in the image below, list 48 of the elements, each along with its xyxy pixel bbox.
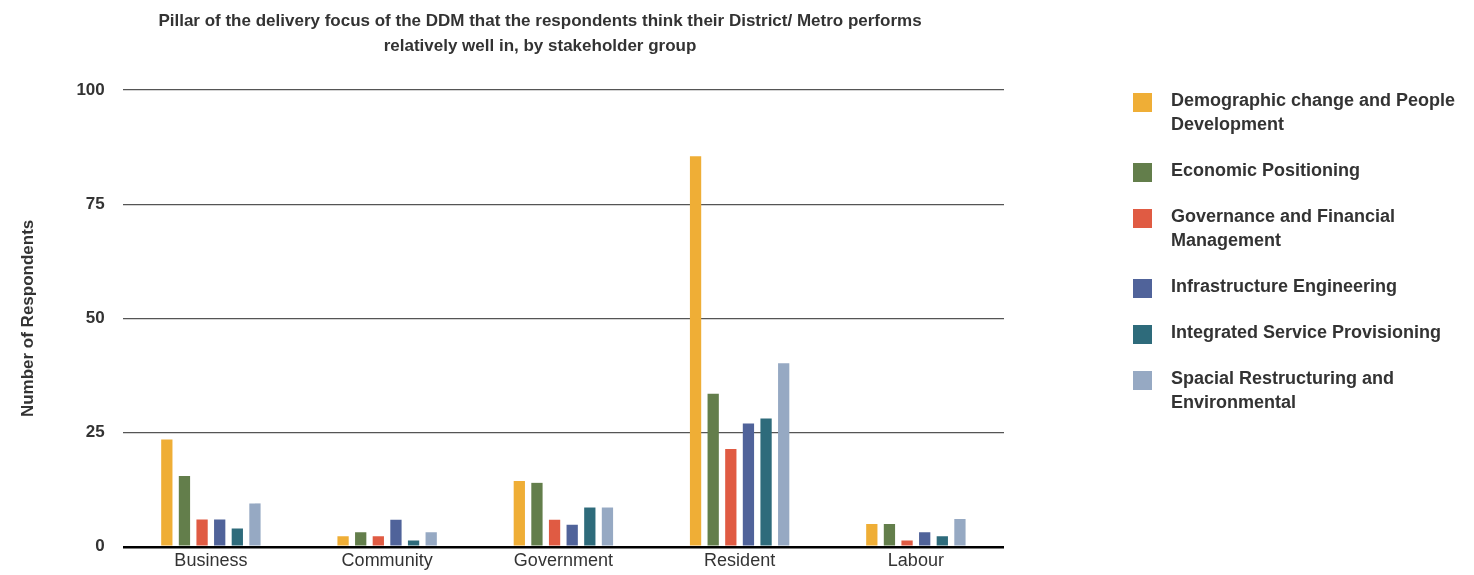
x-tick-label: Resident [704,549,776,570]
y-tick-label: 75 [85,193,105,213]
bar [355,532,367,546]
bar [883,523,896,546]
bar [919,532,931,546]
y-tick-label: 100 [76,79,105,99]
bar [584,507,596,546]
bar [707,393,719,546]
bar [531,482,543,546]
bar [689,156,702,546]
bar [936,536,948,546]
chart-title: Pillar of the delivery focus of the DDM that the respondents think their District/ Metro performs relatively well in, by stakeholder group [157,10,923,57]
bar [513,481,525,546]
bar [337,536,349,546]
bar [725,449,737,546]
y-tick-label: 0 [95,536,105,556]
y-tick-label: 25 [85,422,105,442]
legend-label: Demographic change and People Development [1171,89,1457,136]
legend-label: Infrastructure Engineering [1171,275,1398,298]
legend-label: Economic Positioning [1171,159,1361,182]
bar [161,439,173,546]
bar [760,418,772,546]
legend-label: Governance and Financial Management [1171,205,1397,252]
bar [742,423,755,546]
bar [214,519,226,546]
bar [249,503,261,546]
bar [866,523,878,546]
bar [407,540,420,546]
bar [372,536,384,546]
bar [901,540,913,546]
bar [954,518,966,546]
bar [601,507,614,546]
x-tick-label: Community [341,549,433,570]
bar [231,528,243,546]
x-tick-label: Labour [887,549,944,570]
bar [178,476,191,546]
bar [196,519,208,546]
bar [566,524,578,546]
legend-label: Integrated Service Provisioning [1171,321,1442,344]
bar [548,519,561,546]
bar [390,519,402,546]
y-tick-label: 50 [85,308,105,328]
legend-label: Spacial Restructuring and Environmental [1171,367,1396,414]
x-tick-label: Government [513,549,613,570]
bar [778,363,790,546]
bar [425,532,437,546]
x-tick-label: Business [174,549,248,570]
y-axis-title: Number of Respondents [17,219,37,418]
